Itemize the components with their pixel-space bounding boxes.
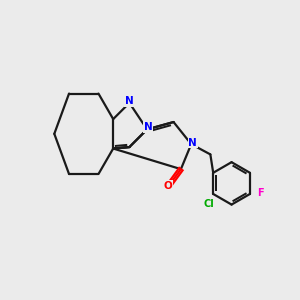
Text: N: N: [125, 96, 134, 106]
Text: N: N: [188, 138, 197, 148]
Text: N: N: [144, 122, 152, 132]
Text: Cl: Cl: [203, 199, 214, 209]
Text: F: F: [257, 188, 263, 197]
Text: O: O: [164, 181, 172, 191]
